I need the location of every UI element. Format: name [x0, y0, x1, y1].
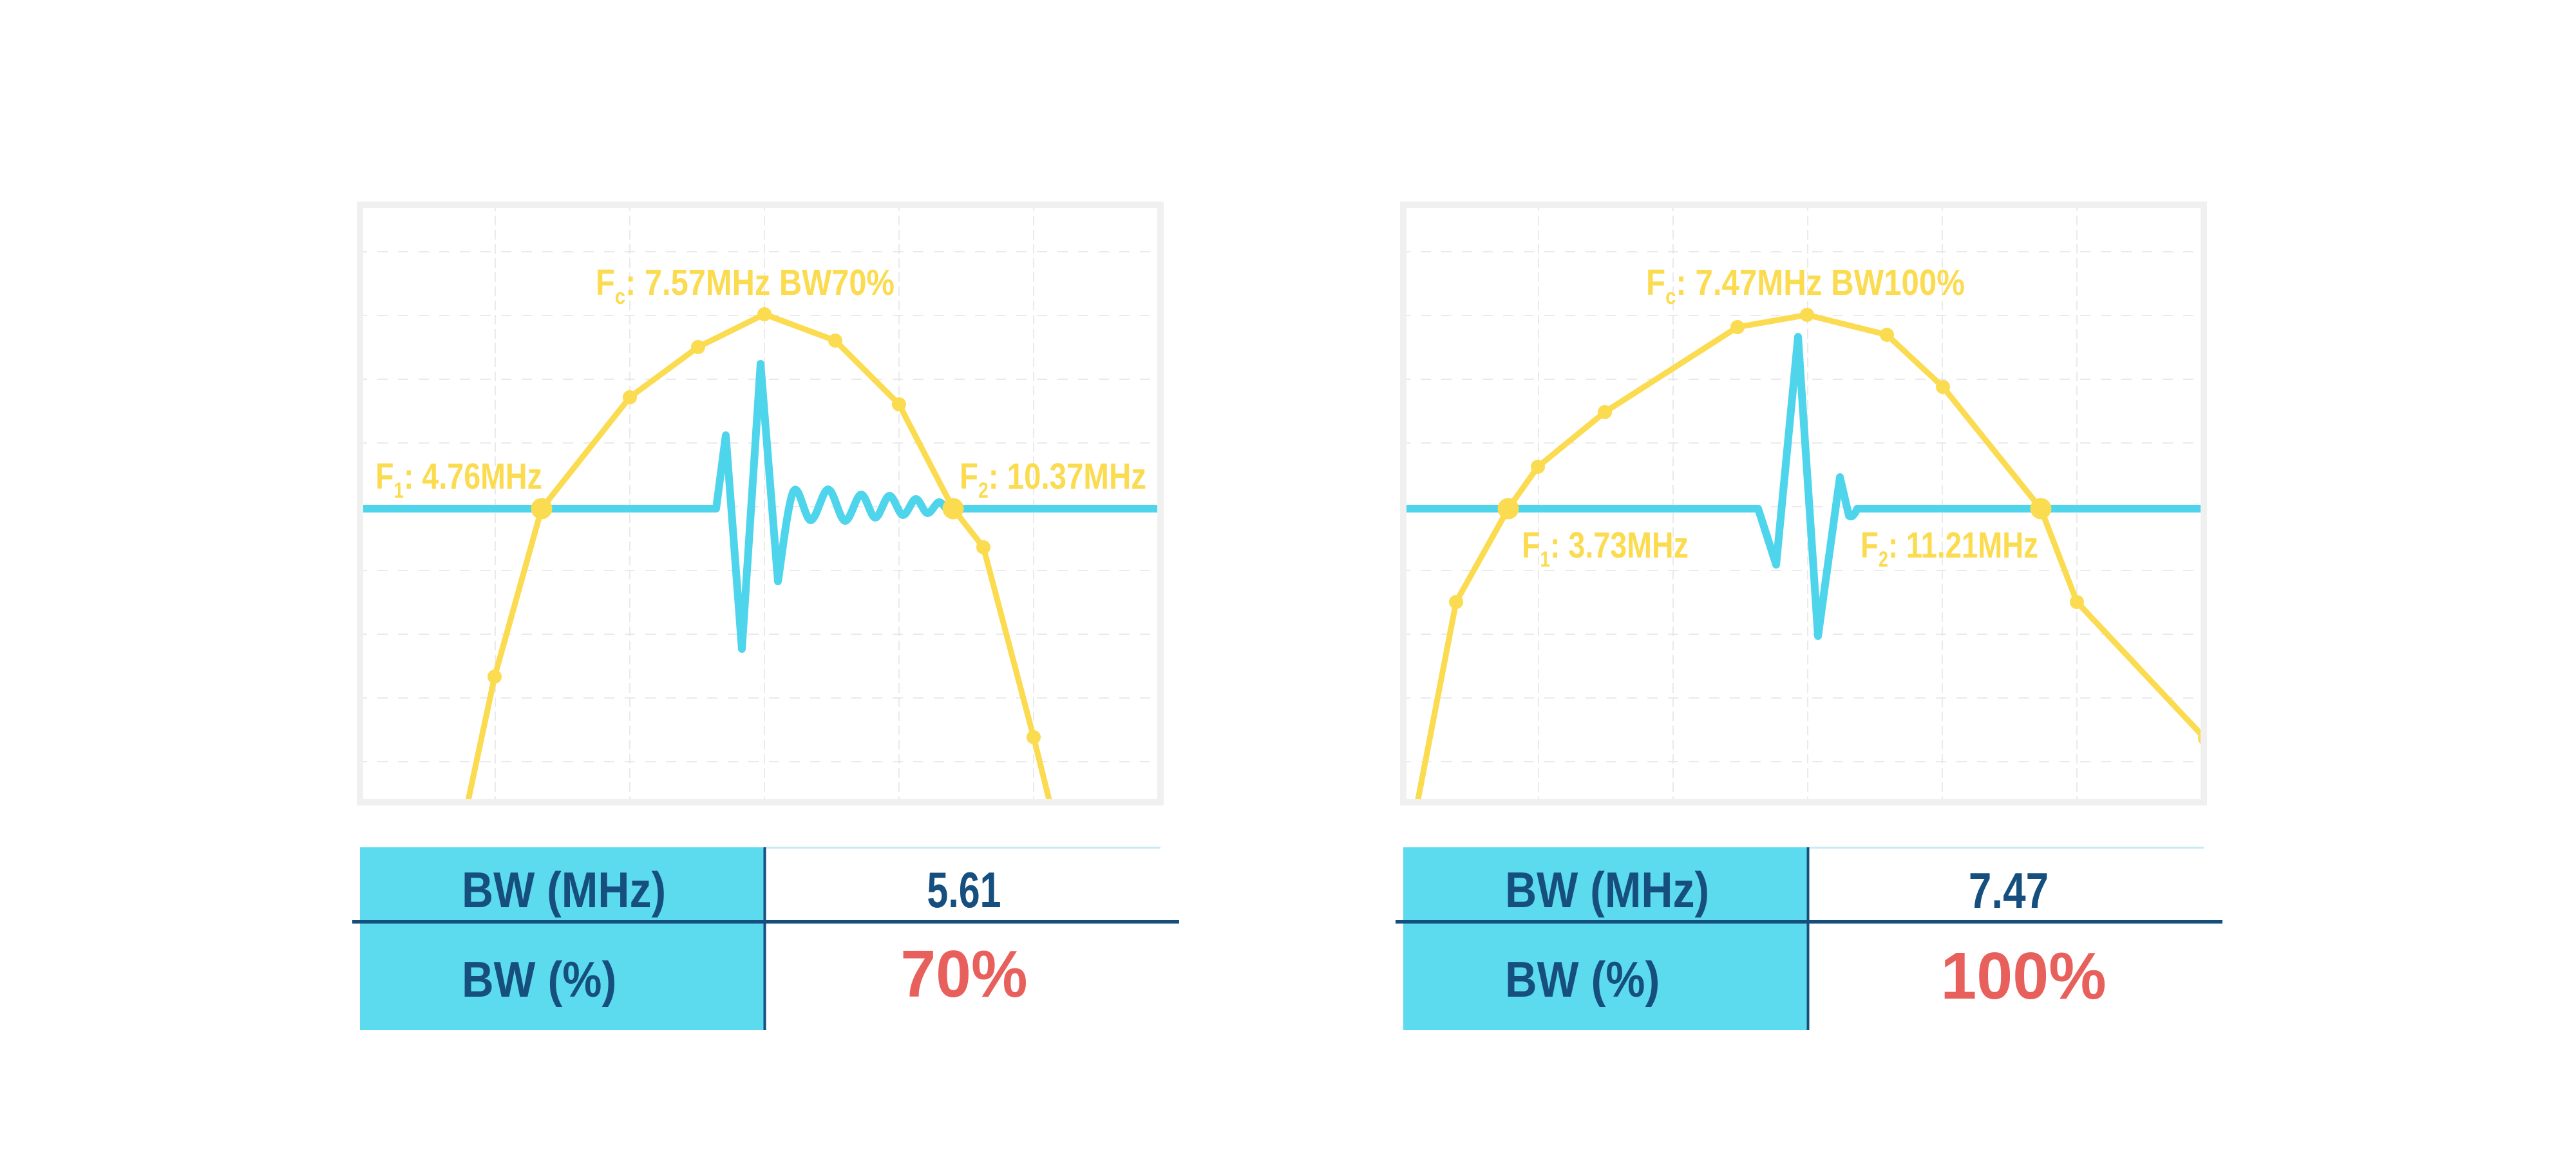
svg-text:BW (MHz): BW (MHz)	[1505, 862, 1709, 918]
svg-text:Fc​: 7.57MHz BW70%: Fc​: 7.57MHz BW70%	[596, 263, 895, 309]
svg-text:F2​: 11.21MHz: F2​: 11.21MHz	[1861, 524, 2038, 572]
svg-text:BW (%): BW (%)	[1505, 951, 1660, 1008]
svg-text:F2​: 10.37MHz: F2​: 10.37MHz	[960, 456, 1146, 503]
svg-text:BW (MHz): BW (MHz)	[462, 862, 666, 918]
svg-text:5.61: 5.61	[927, 861, 1001, 918]
svg-text:BW (%): BW (%)	[462, 951, 616, 1008]
svg-text:7.47: 7.47	[1969, 863, 2049, 919]
svg-text:F1​: 3.73MHz: F1​: 3.73MHz	[1522, 525, 1689, 572]
svg-text:F1​: 4.76MHz: F1​: 4.76MHz	[375, 456, 542, 503]
svg-text:100%: 100%	[1940, 939, 2106, 1013]
svg-text:70%: 70%	[900, 937, 1027, 1011]
svg-text:Fc​: 7.47MHz BW100%: Fc​: 7.47MHz BW100%	[1646, 263, 1965, 309]
